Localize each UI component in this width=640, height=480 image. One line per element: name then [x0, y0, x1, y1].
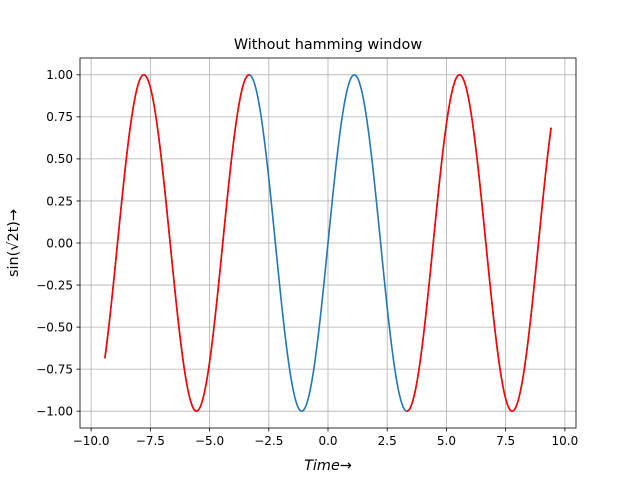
x-tick-label: 0.0: [318, 434, 337, 448]
y-tick-label: 0.75: [46, 110, 73, 124]
y-tick-label: 0.50: [46, 152, 73, 166]
x-tick-label: 7.5: [496, 434, 515, 448]
x-tick-label: −2.5: [254, 434, 283, 448]
x-tick-label: −10.0: [73, 434, 110, 448]
y-tick-label: −0.50: [36, 320, 73, 334]
grid: [80, 58, 576, 428]
y-tick-label: −0.25: [36, 278, 73, 292]
x-tick-label: 10.0: [552, 434, 579, 448]
y-tick-label: −1.00: [36, 404, 73, 418]
x-axis-label: Time→: [304, 458, 352, 474]
series-line-2: [406, 74, 552, 412]
x-tick-label: 5.0: [437, 434, 456, 448]
y-tick-label: 0.25: [46, 194, 73, 208]
x-tick-label: −5.0: [195, 434, 224, 448]
x-tick-label: 2.5: [378, 434, 397, 448]
y-tick-label: 1.00: [46, 68, 73, 82]
y-tick-label: −0.75: [36, 362, 73, 376]
series-layer: [104, 74, 552, 412]
chart-title: Without hamming window: [234, 37, 422, 53]
series-line-1: [104, 74, 250, 412]
x-tick-label: −7.5: [136, 434, 165, 448]
ticks: −10.0 −7.5 −5.0 −2.5 0.0 2.5 5.0 7.5 10.0 −1.00 −0…: [36, 68, 578, 448]
y-axis-label: sin(√2t)→: [6, 209, 22, 277]
y-tick-label: 0.00: [46, 236, 73, 250]
